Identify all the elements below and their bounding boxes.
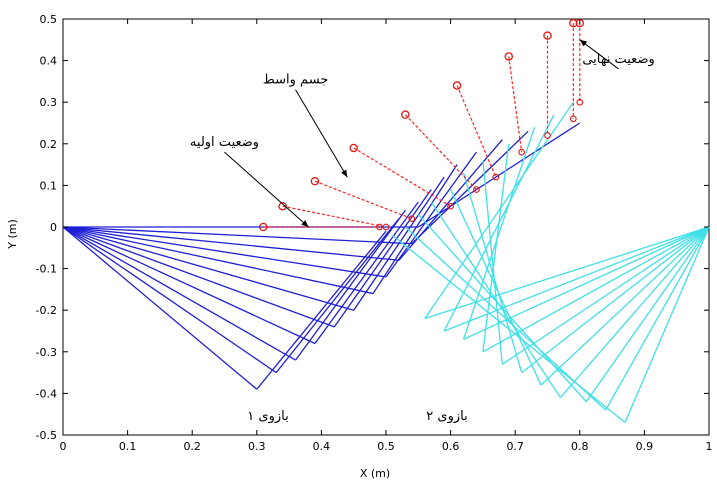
annotation-arrow-0 <box>224 151 309 228</box>
y-tick-label-6: -0.1 <box>36 263 57 276</box>
object-end1-marker-1 <box>278 201 287 211</box>
arm1-upper-link-6 <box>62 226 374 295</box>
annotation-arrow-1 <box>295 89 348 178</box>
arm2-upper-link-6 <box>501 226 710 365</box>
arm1-lower-link-5 <box>353 176 445 311</box>
arm1-lower-link-6 <box>372 164 458 294</box>
y-tick-label-10: -0.5 <box>36 429 57 442</box>
arm2-upper-link-1 <box>605 226 710 411</box>
x-tick-label-1: 0.1 <box>119 440 137 453</box>
object-series <box>259 18 585 232</box>
arm2-upper-link-3 <box>559 226 710 398</box>
arm-1-label: بازوی ۱ <box>247 409 288 424</box>
object-end2-marker-0 <box>376 223 383 231</box>
annotation-label-2: وضعیت نهایی <box>582 52 654 67</box>
arm2-upper-link-7 <box>482 226 710 353</box>
object-segment-1 <box>282 205 387 228</box>
annotation-arrow-2 <box>579 39 619 70</box>
annotations: وضعیت اولیه جسم واسط وضعیت نهایی <box>190 39 655 228</box>
arm-2-label: بازوی ۲ <box>426 409 467 424</box>
arm-1-series <box>62 122 581 390</box>
object-segment-6 <box>508 56 523 153</box>
y-tick-label-1: 0.4 <box>40 55 58 68</box>
object-segment-4 <box>404 114 477 190</box>
arm2-lower-link-7 <box>482 143 510 352</box>
object-end2-marker-9 <box>576 98 584 106</box>
object-end2-marker-8 <box>569 115 577 123</box>
object-end1-marker-3 <box>349 143 358 153</box>
object-end1-marker-2 <box>310 176 320 186</box>
arm1-lower-link-2 <box>295 209 406 361</box>
object-end2-marker-5 <box>492 173 500 181</box>
arm1-upper-link-3 <box>62 226 316 345</box>
y-tick-label-3: 0.2 <box>40 138 58 151</box>
y-axis-label: Y (m) <box>6 219 19 250</box>
arm1-upper-link-7 <box>62 226 387 278</box>
object-end1-marker-5 <box>452 81 462 90</box>
object-segment-5 <box>456 85 497 178</box>
y-tick-label-7: -0.2 <box>36 304 57 317</box>
arm1-lower-link-9 <box>411 130 529 245</box>
arm1-lower-link-4 <box>333 189 432 328</box>
annotation-label-1: جسم واسط <box>263 73 329 88</box>
arm1-lower-link-1 <box>275 218 400 374</box>
object-end1-marker-8 <box>569 18 578 28</box>
y-tick-label-0: 0.5 <box>40 13 58 26</box>
annotation-label-0: وضعیت اولیه <box>190 135 259 150</box>
arm2-lower-link-9 <box>443 114 555 332</box>
axis-ticks: 0 0.1 0.2 0.3 0.4 0.5 0.6 0.7 0.8 0.9 1 0.5 0.4 0.3 0.… <box>36 13 713 453</box>
x-tick-label-6: 0.6 <box>442 440 460 453</box>
x-tick-label-4: 0.4 <box>313 440 331 453</box>
x-tick-label-8: 0.8 <box>571 440 589 453</box>
x-tick-label-2: 0.2 <box>183 440 201 453</box>
y-tick-label-4: 0.1 <box>40 179 58 192</box>
x-tick-label-0: 0 <box>60 440 67 453</box>
object-end2-marker-6 <box>518 148 526 156</box>
object-end1-marker-7 <box>543 31 552 40</box>
arm2-upper-link-4 <box>540 226 710 386</box>
x-tick-label-5: 0.5 <box>377 440 395 453</box>
arm2-upper-link-2 <box>585 226 710 403</box>
x-tick-label-10: 1 <box>706 440 713 453</box>
arm1-lower-link-10 <box>417 122 581 228</box>
x-axis-label: X (m) <box>360 467 390 480</box>
object-end2-marker-1 <box>382 223 390 231</box>
y-tick-label-9: -0.4 <box>36 387 57 400</box>
object-end2-marker-4 <box>473 186 480 193</box>
arm1-upper-link-4 <box>62 226 335 328</box>
object-end1-marker-4 <box>401 110 410 119</box>
x-tick-label-3: 0.3 <box>248 440 266 453</box>
arm2-lower-link-8 <box>462 126 536 340</box>
object-end2-marker-3 <box>447 202 454 210</box>
object-end2-marker-7 <box>544 132 551 139</box>
y-tick-label-8: -0.3 <box>36 346 57 359</box>
arm1-upper-link-0 <box>62 226 258 390</box>
object-segment-3 <box>353 147 451 207</box>
object-segment-2 <box>314 180 413 220</box>
arm1-lower-link-3 <box>314 201 419 344</box>
object-end1-marker-0 <box>259 222 268 232</box>
arm2-lower-link-4 <box>450 189 542 386</box>
x-tick-label-9: 0.9 <box>636 440 654 453</box>
arm2-upper-link-5 <box>521 226 710 374</box>
arm-2-series <box>392 101 710 424</box>
arm1-upper-link-8 <box>62 226 399 261</box>
arm1-upper-link-5 <box>62 226 354 311</box>
arm1-upper-link-1 <box>62 226 277 374</box>
arm1-upper-link-9 <box>62 226 412 245</box>
y-tick-label-2: 0.3 <box>40 96 58 109</box>
arm2-upper-link-0 <box>624 226 710 423</box>
arm2-lower-link-6 <box>482 160 503 365</box>
arm2-upper-link-10 <box>424 226 710 320</box>
arm1-upper-link-2 <box>62 226 296 361</box>
arm2-upper-link-8 <box>463 226 710 340</box>
object-end1-marker-6 <box>504 52 513 61</box>
arm1-lower-link-0 <box>256 230 387 390</box>
y-tick-label-5: 0 <box>50 221 57 234</box>
object-end2-marker-2 <box>408 215 416 223</box>
x-tick-label-7: 0.7 <box>506 440 524 453</box>
